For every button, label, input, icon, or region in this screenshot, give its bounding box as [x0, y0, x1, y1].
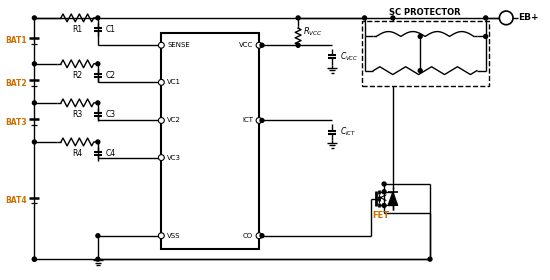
Text: C1: C1 [106, 25, 116, 34]
Circle shape [256, 42, 262, 48]
Polygon shape [388, 192, 398, 206]
Text: C4: C4 [106, 149, 116, 158]
Circle shape [483, 34, 488, 38]
Circle shape [32, 257, 36, 261]
Circle shape [96, 62, 100, 66]
Circle shape [260, 118, 264, 122]
Text: SENSE: SENSE [167, 42, 190, 48]
Circle shape [418, 69, 422, 73]
Circle shape [483, 16, 488, 20]
Circle shape [256, 118, 262, 123]
Circle shape [256, 233, 262, 239]
Circle shape [428, 257, 432, 261]
Text: FET: FET [372, 211, 390, 220]
Circle shape [96, 140, 100, 144]
Text: C3: C3 [106, 110, 116, 119]
Circle shape [96, 234, 100, 238]
Text: C2: C2 [106, 71, 116, 80]
Circle shape [158, 118, 164, 123]
Circle shape [296, 16, 300, 20]
Circle shape [32, 101, 36, 105]
Text: $R_{VCC}$: $R_{VCC}$ [303, 25, 323, 38]
Circle shape [96, 101, 100, 105]
Circle shape [391, 16, 395, 20]
Circle shape [260, 43, 264, 47]
Text: R3: R3 [72, 110, 82, 119]
Circle shape [382, 204, 386, 207]
Text: VCC: VCC [239, 42, 253, 48]
Text: VC3: VC3 [167, 155, 181, 161]
Circle shape [158, 233, 164, 239]
Text: VC1: VC1 [167, 79, 181, 85]
Text: R2: R2 [72, 71, 82, 80]
Circle shape [158, 155, 164, 160]
Circle shape [382, 182, 386, 186]
Text: CO: CO [243, 233, 253, 239]
Circle shape [96, 257, 100, 261]
Circle shape [32, 16, 36, 20]
Circle shape [382, 190, 386, 194]
Text: VSS: VSS [167, 233, 181, 239]
Circle shape [96, 16, 100, 20]
Bar [361, 21, 488, 86]
Text: $C_{VCC}$: $C_{VCC}$ [340, 51, 359, 63]
Text: $C_{ICT}$: $C_{ICT}$ [340, 126, 356, 138]
Circle shape [158, 80, 164, 85]
Circle shape [260, 234, 264, 238]
Circle shape [158, 42, 164, 48]
Text: R1: R1 [72, 25, 82, 34]
Text: BAT3: BAT3 [5, 118, 26, 127]
Circle shape [32, 140, 36, 144]
Text: SC PROTECTOR: SC PROTECTOR [389, 8, 461, 17]
Text: ICT: ICT [242, 118, 253, 123]
Circle shape [32, 257, 36, 261]
Text: R4: R4 [72, 149, 82, 158]
Text: BAT1: BAT1 [5, 36, 26, 45]
Bar [161, 32, 259, 249]
Circle shape [418, 34, 422, 38]
Text: BAT2: BAT2 [5, 79, 26, 88]
Circle shape [362, 16, 366, 20]
Circle shape [296, 43, 300, 47]
Text: EB+: EB+ [518, 13, 538, 22]
Circle shape [499, 11, 513, 25]
Text: VC2: VC2 [167, 118, 181, 123]
Circle shape [32, 62, 36, 66]
Text: BAT4: BAT4 [5, 196, 26, 205]
